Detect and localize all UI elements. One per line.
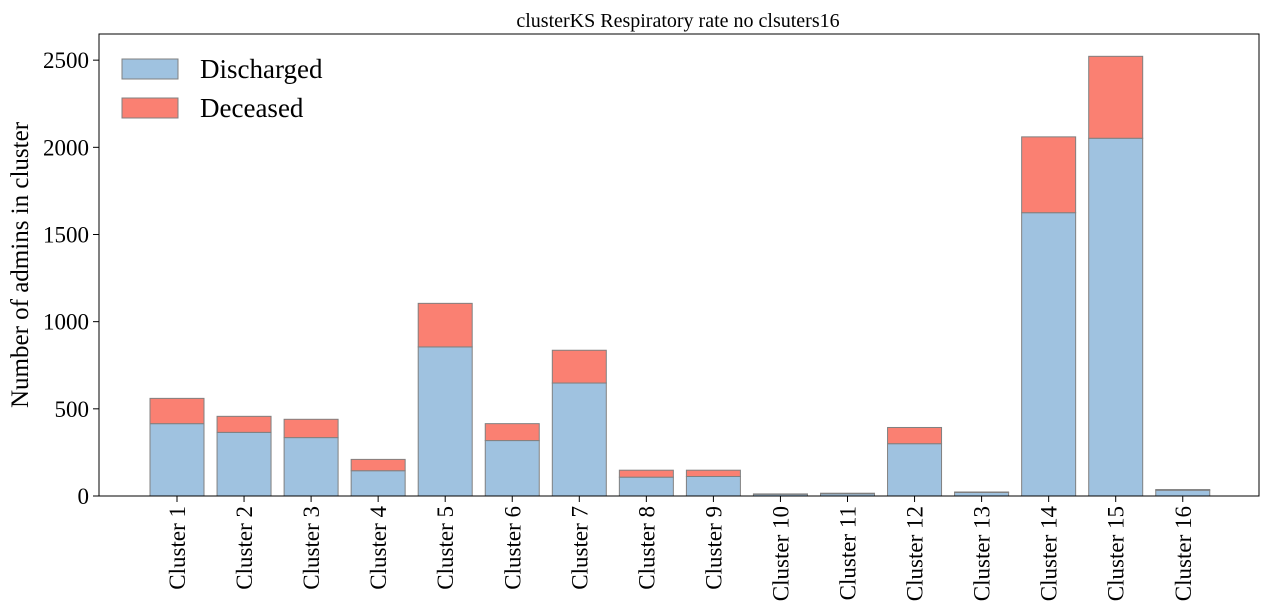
x-tick-label: Cluster 4 [366, 506, 391, 590]
bars-group [149, 55, 1211, 497]
x-tick-label: Cluster 3 [299, 506, 324, 590]
x-tick-label: Cluster 12 [903, 506, 928, 601]
bar-discharged-4 [350, 470, 406, 497]
x-tick-label: Cluster 15 [1104, 506, 1129, 601]
y-tick-label: 1000 [43, 310, 89, 335]
x-tick-label: Cluster 9 [701, 506, 726, 590]
bar-discharged-15 [1088, 137, 1144, 497]
bar-deceased-16 [1155, 489, 1211, 491]
y-tick-label: 2000 [43, 135, 89, 160]
bar-deceased-2 [216, 415, 272, 433]
bar-discharged-9 [685, 475, 741, 497]
bar-discharged-3 [283, 437, 339, 497]
bar-deceased-12 [887, 426, 943, 445]
bar-deceased-1 [149, 397, 205, 425]
legend-label-discharged: Discharged [200, 54, 323, 84]
x-tick-label: Cluster 2 [232, 506, 257, 590]
bar-deceased-4 [350, 458, 406, 472]
plot-frame [98, 33, 1260, 497]
x-axis: Cluster 1 Cluster 2 Cluster 3 Cluster 4 Clus… [165, 496, 1196, 601]
bar-discharged-5 [417, 346, 473, 497]
y-tick-label: 500 [55, 397, 90, 422]
y-tick-label: 2500 [43, 48, 89, 73]
x-tick-label: Cluster 13 [970, 506, 995, 601]
x-tick-label: Cluster 11 [836, 506, 861, 600]
bar-deceased-14 [1021, 136, 1077, 214]
chart-title: clusterKS Respiratory rate no clsuters16 [516, 10, 839, 32]
x-tick-label: Cluster 10 [768, 506, 793, 601]
y-axis: 0 500 1000 1500 2000 2500 [43, 48, 99, 509]
x-tick-label: Cluster 7 [567, 506, 592, 590]
bar-discharged-1 [149, 423, 205, 497]
bar-deceased-11 [820, 492, 875, 495]
bar-deceased-6 [484, 423, 540, 442]
bar-discharged-13 [954, 492, 1010, 497]
x-tick-label: Cluster 5 [433, 506, 458, 590]
bar-discharged-12 [887, 443, 943, 497]
bar-discharged-14 [1021, 212, 1077, 497]
y-tick-label: 0 [78, 484, 90, 509]
bar-deceased-9 [685, 469, 741, 477]
bar-deceased-15 [1088, 55, 1144, 139]
y-tick-label: 1500 [43, 222, 89, 247]
x-tick-label: Cluster 14 [1037, 506, 1062, 602]
legend-swatch-deceased [121, 97, 179, 119]
bar-deceased-5 [417, 302, 473, 348]
bar-deceased-13 [954, 491, 1010, 494]
bar-deceased-7 [551, 349, 607, 384]
bar-deceased-8 [618, 469, 674, 478]
x-tick-label: Cluster 1 [165, 506, 190, 590]
bar-discharged-6 [484, 440, 540, 497]
bar-discharged-2 [216, 431, 272, 497]
bar-discharged-7 [551, 382, 607, 497]
legend-swatch-discharged [121, 58, 179, 80]
legend: Discharged Deceased [121, 54, 323, 123]
y-axis-label: Number of admins in cluster [7, 121, 34, 408]
legend-label-deceased: Deceased [200, 93, 304, 123]
x-tick-label: Cluster 6 [500, 506, 525, 590]
bar-discharged-16 [1155, 489, 1211, 497]
bar-discharged-8 [618, 476, 674, 497]
bar-deceased-3 [283, 418, 339, 439]
x-tick-label: Cluster 16 [1171, 506, 1196, 601]
x-tick-label: Cluster 8 [634, 506, 659, 590]
